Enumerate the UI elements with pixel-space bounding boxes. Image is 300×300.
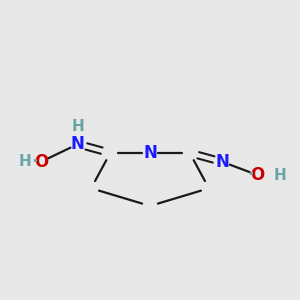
Text: H: H [19,154,31,169]
Text: H: H [71,119,84,134]
Text: N: N [71,135,85,153]
Text: H: H [273,167,286,182]
Text: O: O [250,166,265,184]
Text: N: N [143,144,157,162]
Text: ·: · [31,153,38,171]
Text: O: O [34,153,48,171]
Text: N: N [215,153,229,171]
Text: ·: · [248,166,254,184]
